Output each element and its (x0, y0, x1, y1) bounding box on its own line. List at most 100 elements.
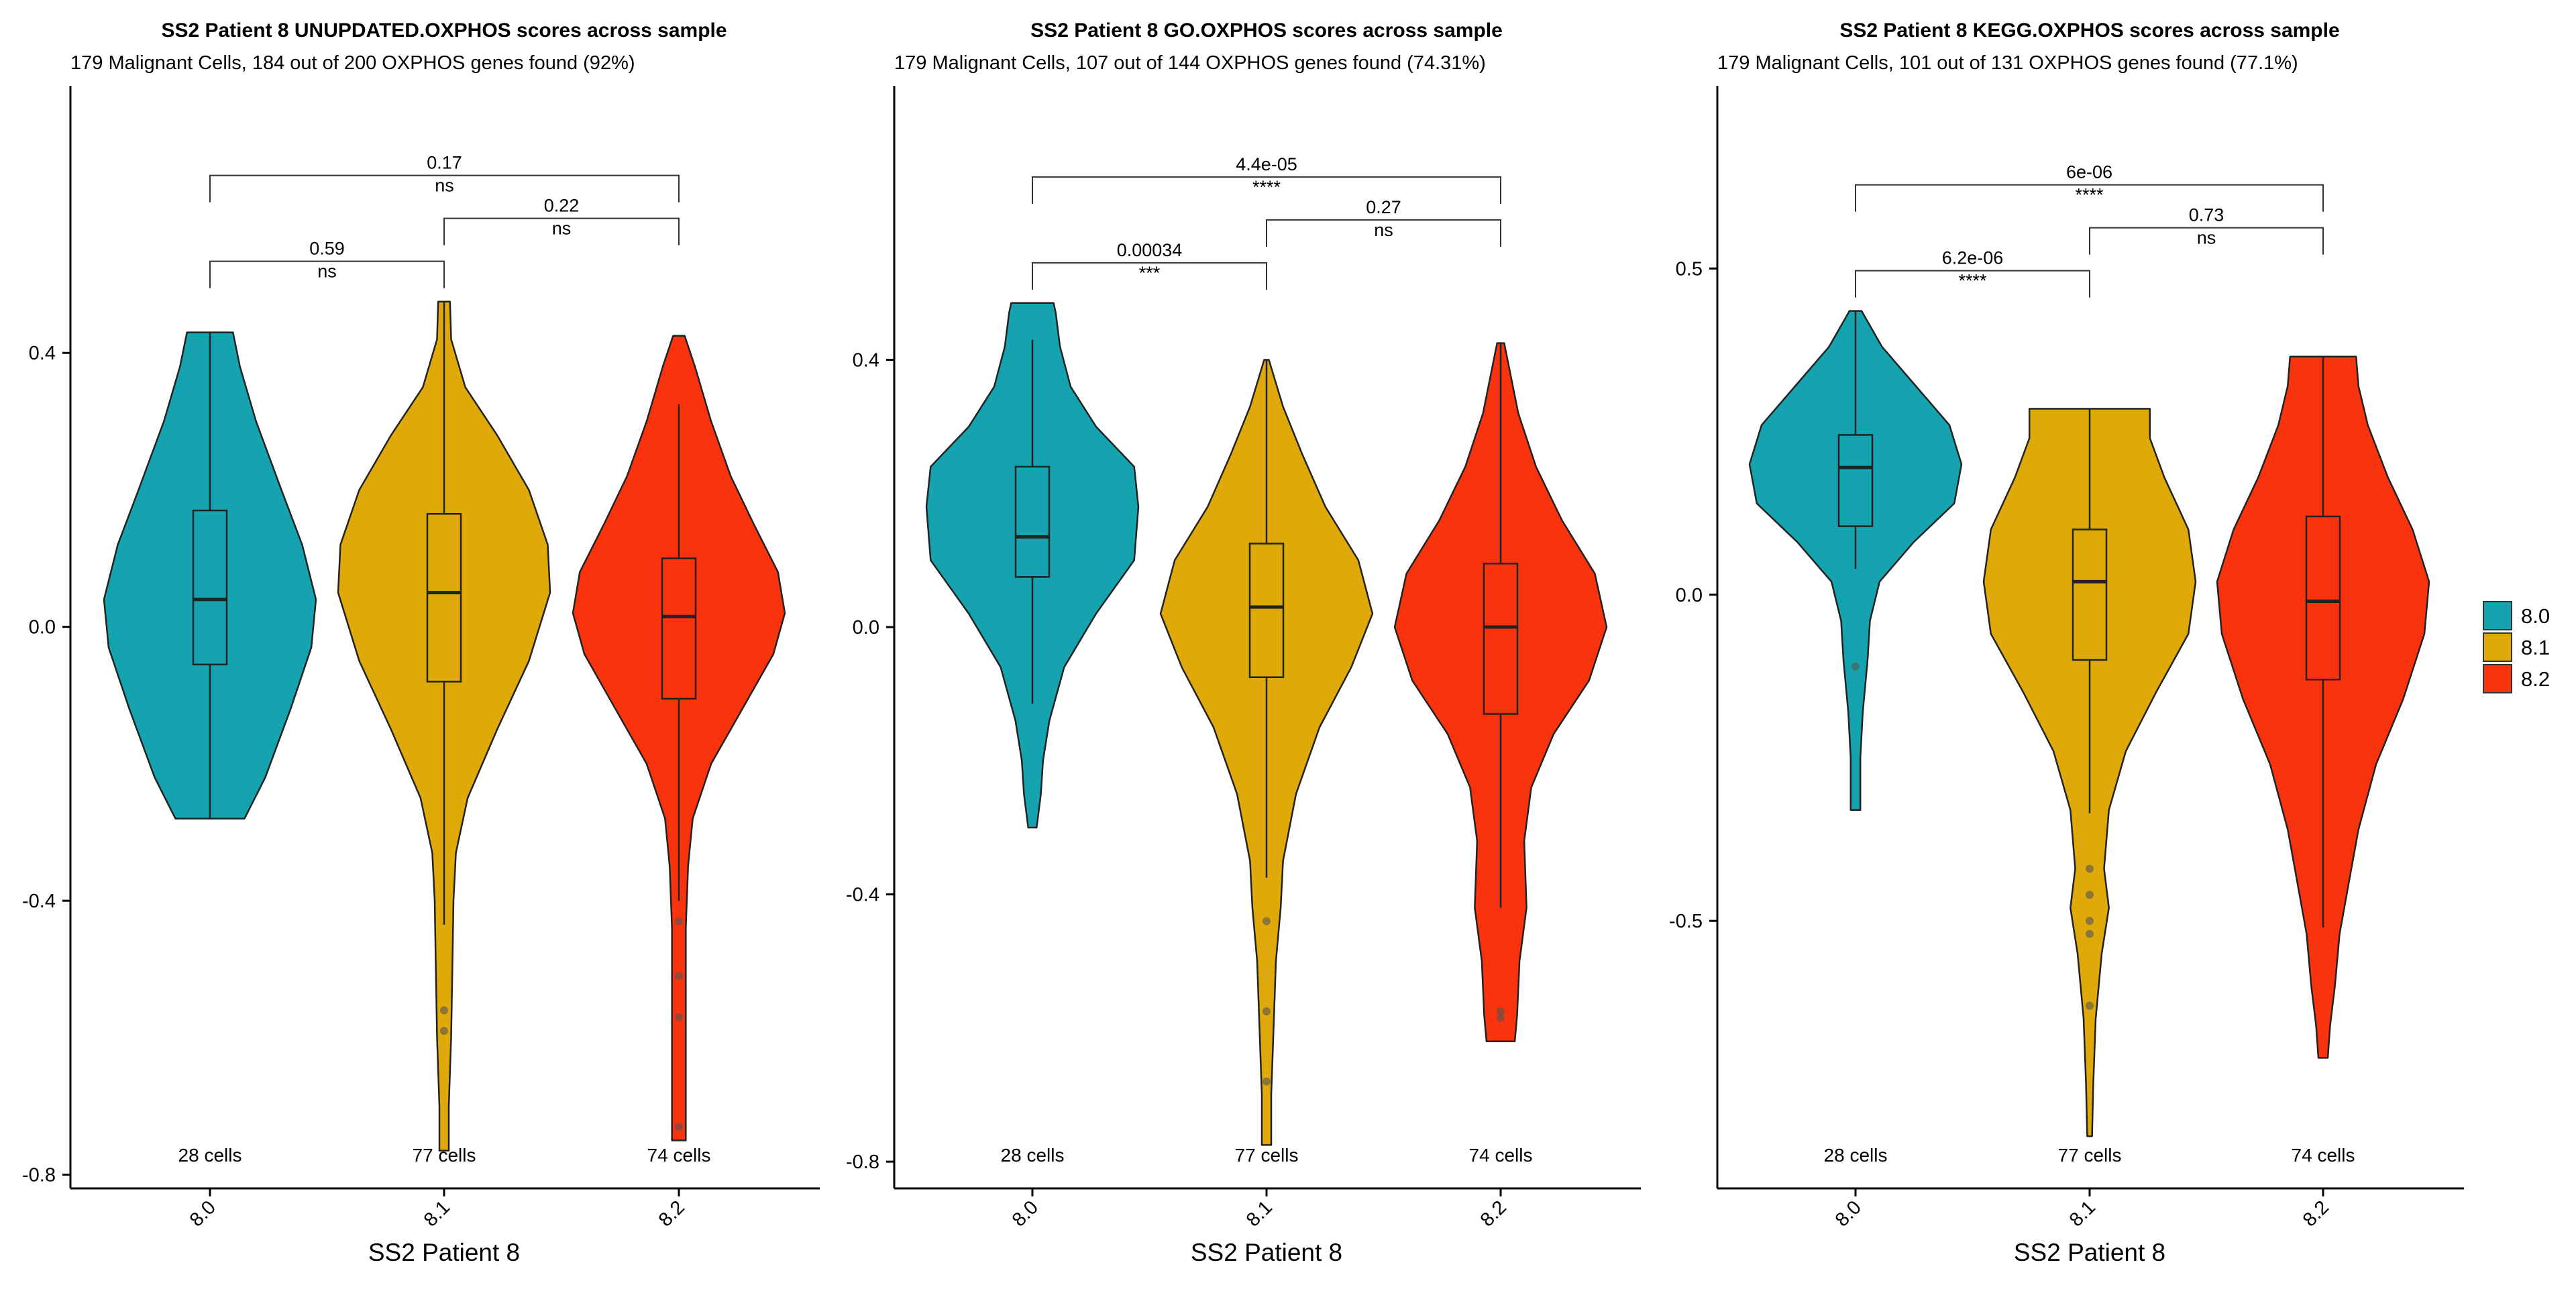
significance-label: ns (1374, 220, 1393, 240)
y-tick-label: -0.5 (1669, 911, 1703, 932)
outlier-point (675, 972, 683, 980)
legend-label-8-2: 8.2 (2521, 667, 2550, 691)
boxplot-box (1837, 434, 1874, 527)
bracket-line (1855, 184, 2324, 212)
cell-count-label: 28 cells (1001, 1145, 1065, 1166)
significance-label: **** (2075, 185, 2104, 205)
y-tick-label: 0.0 (853, 617, 879, 638)
y-tick-label: 0.4 (29, 343, 56, 364)
boxplot-box (2305, 515, 2341, 681)
y-tick-label: 0.0 (1676, 585, 1703, 606)
cell-count-label: 74 cells (2292, 1145, 2355, 1166)
cell-count-label: 77 cells (413, 1145, 476, 1166)
cell-count-label: 28 cells (178, 1145, 242, 1166)
outlier-point (2086, 1001, 2094, 1010)
plot-area-3: -0.50.00.58.0 8.1 8.228 cells 77 cells 74 ce… (1669, 86, 2464, 1231)
outlier-point (440, 1027, 448, 1035)
bracket-line (2089, 227, 2324, 255)
cell-count-label: 77 cells (1235, 1145, 1299, 1166)
outlier-point (1497, 1013, 1505, 1022)
outlier-point (675, 1013, 683, 1021)
comparison-bracket: 0.00034 *** (1032, 240, 1267, 290)
boxplot-box (426, 512, 462, 683)
p-value-label: 0.73 (2189, 205, 2224, 225)
significance-label: ns (435, 176, 454, 196)
significance-label: ns (317, 262, 337, 282)
comparison-bracket: 6e-06 **** (1855, 162, 2324, 212)
panel-title: SS2 Patient 8 UNUPDATED.OXPHOS scores ac… (161, 19, 727, 42)
outlier-point (1497, 1007, 1505, 1015)
panel-kegg-oxphos: SS2 Patient 8 KEGG.OXPHOS scores across … (1717, 19, 2340, 1266)
panel-subtitle: 179 Malignant Cells, 101 out of 131 OXPH… (1717, 52, 2298, 74)
boxplot-box (1483, 563, 1519, 715)
boxplot-box (1248, 543, 1285, 679)
plot-area-1: -0.8-0.40.00.48.0 8.1 8.228 cells 77 cells 7… (22, 86, 820, 1231)
outlier-point (675, 917, 683, 925)
bracket-line (1032, 262, 1267, 290)
outlier-point (2086, 864, 2094, 873)
outlier-point (675, 1123, 683, 1131)
p-value-label: 0.27 (1366, 197, 1401, 217)
legend-swatch-8-1 (2483, 632, 2512, 662)
y-tick-label: -0.4 (22, 891, 56, 912)
bracket-line (1266, 219, 1501, 247)
outlier-point (1263, 917, 1271, 925)
comparison-bracket: 0.59 ns (209, 239, 445, 288)
x-axis-label: SS2 Patient 8 (368, 1239, 520, 1266)
legend-label-8-0: 8.0 (2521, 604, 2550, 628)
significance-label: ns (2197, 228, 2216, 248)
outlier-point (1263, 1007, 1271, 1015)
outlier-point (1851, 662, 1860, 671)
x-axis-label: SS2 Patient 8 (2014, 1239, 2165, 1266)
p-value-label: 6.2e-06 (1942, 248, 2004, 268)
legend: 8.0 8.1 8.2 (2483, 601, 2550, 693)
p-value-label: 4.4e-05 (1236, 154, 1297, 174)
panel-subtitle: 179 Malignant Cells, 107 out of 144 OXPH… (894, 52, 1486, 74)
comparison-bracket: 6.2e-06 **** (1855, 248, 2090, 298)
cell-count-label: 74 cells (1469, 1145, 1533, 1166)
p-value-label: 0.22 (544, 196, 580, 216)
bracket-line (209, 174, 680, 203)
boxplot-box (2072, 528, 2108, 661)
panel-go-oxphos: SS2 Patient 8 GO.OXPHOS scores across sa… (894, 19, 1503, 1266)
legend-swatch-8-0 (2483, 601, 2512, 630)
legend-swatch-8-2 (2483, 664, 2512, 693)
bracket-line (1855, 270, 2090, 298)
panel-title: SS2 Patient 8 KEGG.OXPHOS scores across … (1839, 19, 2339, 42)
y-tick-label: -0.8 (22, 1165, 56, 1186)
significance-label: **** (1958, 271, 1987, 291)
significance-label: **** (1252, 177, 1281, 197)
comparison-bracket: 0.73 ns (2089, 205, 2324, 255)
p-value-label: 0.00034 (1117, 240, 1183, 260)
outlier-point (440, 1006, 448, 1015)
bracket-line (209, 260, 445, 288)
y-tick-label: -0.4 (846, 885, 879, 906)
y-tick-label: 0.0 (29, 617, 56, 638)
cell-count-label: 28 cells (1824, 1145, 1888, 1166)
legend-label-8-1: 8.1 (2521, 636, 2550, 659)
comparison-bracket: 4.4e-05 **** (1032, 154, 1501, 204)
cell-count-label: 74 cells (647, 1145, 711, 1166)
x-axis-label: SS2 Patient 8 (1191, 1239, 1342, 1266)
significance-label: *** (1139, 263, 1161, 283)
outlier-point (1263, 1077, 1271, 1086)
outlier-point (2086, 891, 2094, 899)
bracket-line (443, 217, 680, 245)
y-tick-label: 0.5 (1676, 258, 1703, 280)
p-value-label: 6e-06 (2066, 162, 2112, 182)
p-value-label: 0.17 (427, 153, 462, 173)
panel-subtitle: 179 Malignant Cells, 184 out of 200 OXPH… (70, 52, 635, 74)
y-tick-label: -0.8 (846, 1152, 879, 1173)
boxplot-box (1014, 465, 1051, 578)
boxplot-box (192, 509, 228, 666)
outlier-point (2086, 917, 2094, 925)
significance-label: ns (552, 219, 572, 239)
panel-unupdated-oxphos: SS2 Patient 8 UNUPDATED.OXPHOS scores ac… (70, 19, 727, 1266)
boxplot-box (661, 557, 697, 700)
y-tick-label: 0.4 (853, 350, 879, 372)
comparison-bracket: 0.22 ns (443, 196, 680, 245)
bracket-line (1032, 176, 1501, 204)
panel-title: SS2 Patient 8 GO.OXPHOS scores across sa… (1030, 19, 1503, 42)
